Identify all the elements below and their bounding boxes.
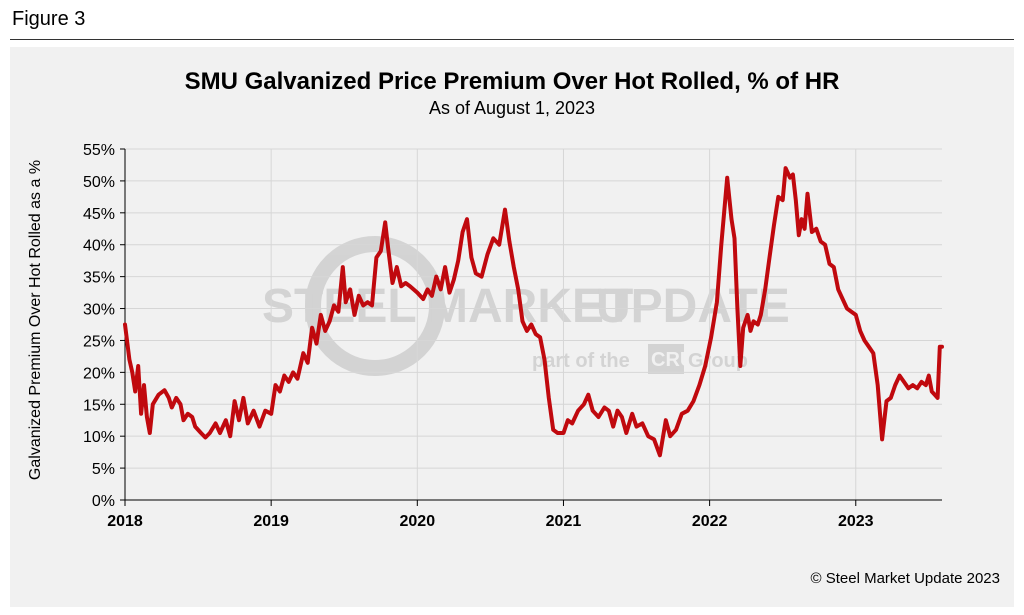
copyright-text: © Steel Market Update 2023 <box>810 570 1001 587</box>
y-tick-label: 5% <box>92 461 115 478</box>
y-tick-label: 45% <box>83 206 115 223</box>
y-tick-label: 30% <box>83 302 115 319</box>
x-tick-label: 2019 <box>253 513 289 530</box>
x-tick-label: 2021 <box>546 513 582 530</box>
y-tick-label: 10% <box>83 429 115 446</box>
series-line-galvanized-premium <box>123 166 944 458</box>
watermark-circle <box>305 236 445 376</box>
chart-panel <box>10 47 1014 607</box>
y-axis-label: Galvanized Premium Over Hot Rolled as a … <box>27 160 44 480</box>
figure-label: Figure 3 <box>12 8 86 30</box>
y-tick-label: 40% <box>83 238 115 255</box>
chart-subtitle: As of August 1, 2023 <box>428 98 596 118</box>
top-divider <box>10 39 1014 40</box>
y-tick-label: 35% <box>83 270 115 287</box>
y-tick-label: 15% <box>83 397 115 414</box>
y-tick-labels: 0% 5% 10% 15% 20% 25% 30% 35% 40% 45% 50% 55% <box>83 142 115 510</box>
chart-title: SMU Galvanized Price Premium Over Hot Ro… <box>184 68 840 95</box>
watermark-badge: CRU <box>651 349 694 371</box>
y-tick-label: 0% <box>92 493 115 510</box>
x-tick-label: 2020 <box>400 513 436 530</box>
watermark-tagline-pre: part of the <box>532 350 630 372</box>
y-tick-label: 25% <box>83 333 115 350</box>
y-tick-label: 50% <box>83 174 115 191</box>
x-tick-labels: 2018 2019 2020 2021 2022 2023 <box>107 513 873 530</box>
y-tick-label: 55% <box>83 142 115 159</box>
x-tick-label: 2022 <box>692 513 728 530</box>
x-tick-label: 2018 <box>107 513 143 530</box>
y-tick-label: 20% <box>83 365 115 382</box>
grid-lines <box>125 148 942 500</box>
x-tick-label: 2023 <box>838 513 874 530</box>
watermark-badge-box <box>648 344 684 374</box>
